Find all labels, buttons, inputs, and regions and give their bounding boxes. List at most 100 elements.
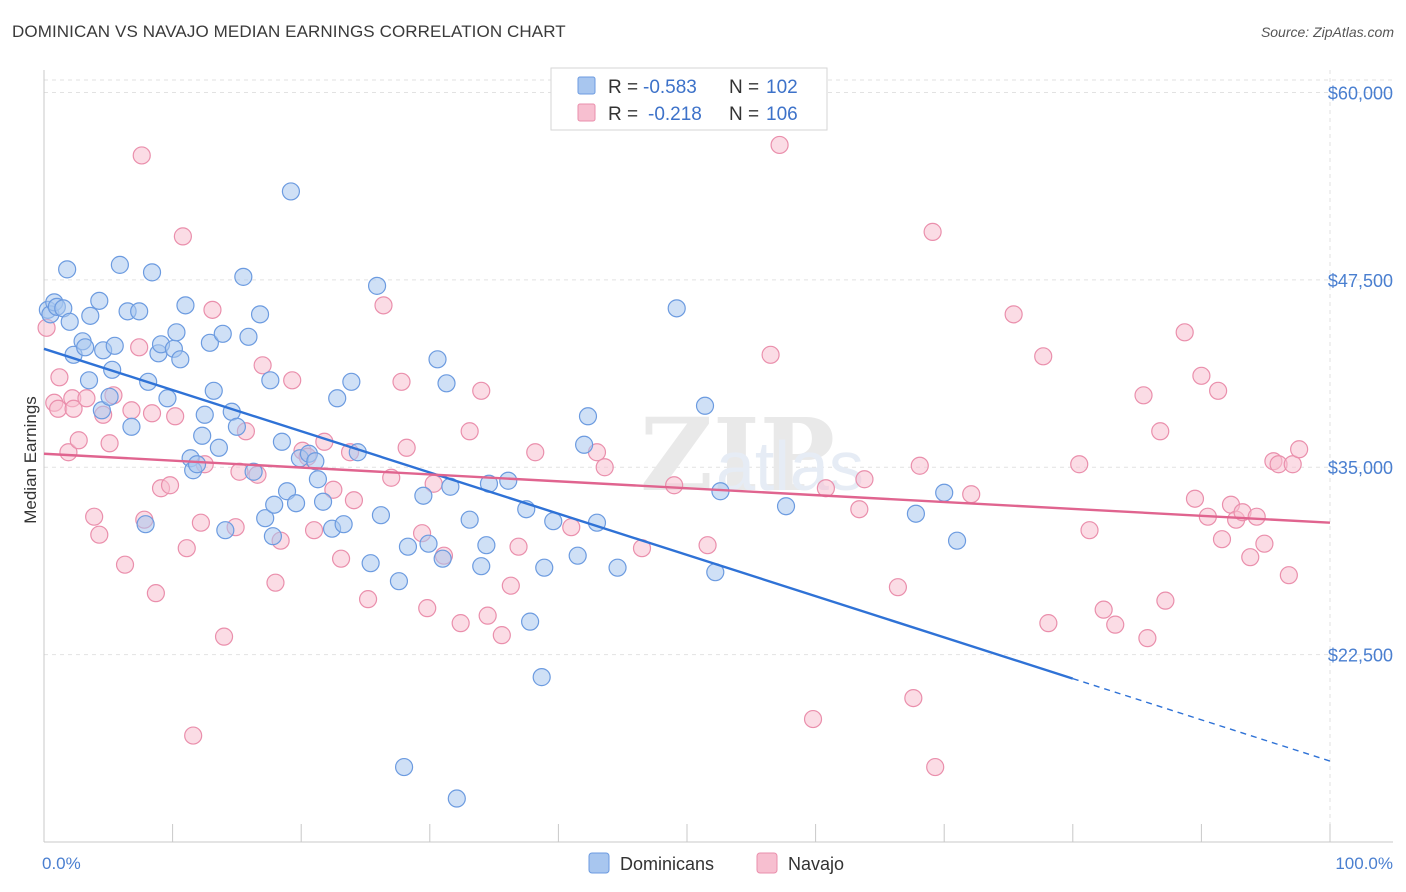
navajo-point	[888, 578, 908, 597]
dominicans-point	[122, 417, 141, 436]
navajo-point	[472, 381, 491, 400]
dominicans-point	[437, 374, 456, 393]
navajo-point	[177, 539, 196, 558]
navajo-point	[478, 606, 497, 625]
dominicans-point	[947, 531, 967, 550]
dominicans-point	[261, 371, 280, 390]
dominicans-point	[110, 255, 129, 274]
navajo-point	[923, 222, 942, 241]
dominicans-point	[428, 350, 447, 369]
navajo-point	[1241, 548, 1260, 567]
y-axis-label: Median Earnings	[21, 396, 40, 524]
navajo-point	[1134, 386, 1153, 405]
dominicans-point	[209, 438, 228, 457]
navajo-point	[1094, 600, 1113, 619]
navajo-point	[115, 555, 135, 574]
navajo-point	[803, 709, 823, 729]
dominicans-point	[136, 515, 155, 534]
dominicans-point	[58, 260, 77, 279]
navajo-point	[451, 614, 470, 633]
navajo-point	[392, 372, 411, 391]
navajo-point	[1279, 566, 1298, 585]
navajo-point	[1106, 615, 1125, 634]
navajo-point	[910, 456, 929, 475]
navajo-point	[374, 296, 393, 315]
dominicans-point	[460, 510, 479, 529]
navajo-point	[770, 135, 789, 155]
bottom-legend-navajo: Navajo	[788, 854, 844, 874]
dominicans-point	[239, 327, 258, 346]
dominicans-point	[81, 306, 100, 325]
navajo-point	[1034, 347, 1053, 366]
navajo-point	[122, 401, 141, 420]
navajo-point	[855, 470, 874, 489]
navajo-point	[1004, 305, 1023, 324]
x-tick-label-min: 0.0%	[42, 854, 81, 873]
dominicans-point	[499, 471, 518, 490]
trend-lines	[43, 347, 1331, 762]
dominicans-point	[176, 296, 195, 315]
navajo-point	[761, 345, 780, 364]
dominicans-point	[608, 558, 627, 577]
dominicans-point	[535, 558, 554, 577]
dominicans-point	[306, 452, 325, 471]
navajo-point	[492, 626, 511, 645]
navajo-point	[1175, 323, 1194, 342]
dominicans-point	[281, 182, 301, 201]
dominicans-point	[167, 323, 186, 342]
navajo-point	[191, 513, 210, 532]
navajo-point	[1212, 530, 1232, 549]
navajo-point	[1192, 366, 1211, 385]
dominicans-point	[79, 371, 99, 390]
dominicans-point	[187, 455, 207, 474]
dominicans-point	[334, 515, 353, 534]
dominicans-point	[544, 512, 563, 531]
navajo-point	[344, 491, 364, 510]
dominicans-point	[414, 486, 433, 505]
dominicans-point	[313, 492, 333, 511]
navajo-point	[1185, 489, 1205, 508]
dominicans-point	[447, 789, 466, 808]
navajo-point	[1290, 440, 1309, 459]
navajo-point	[146, 584, 165, 603]
navajo-point	[214, 627, 234, 646]
x-tick-label-max: 100.0%	[1335, 854, 1393, 873]
navajo-point	[460, 422, 479, 441]
navajo-point	[64, 399, 83, 418]
dominicans-point	[367, 276, 387, 295]
bottom-legend-dominicans: Dominicans	[620, 854, 714, 874]
dominicans-point	[361, 554, 380, 573]
axes	[43, 70, 1393, 843]
dominicans-point	[234, 267, 253, 286]
dominicans-point	[286, 494, 306, 513]
source-label: Source: ZipAtlas.com	[1260, 24, 1394, 40]
navajo-point	[49, 399, 68, 418]
navajo-point	[501, 576, 520, 595]
dominicans-trend-extension	[1072, 677, 1331, 762]
navajo-point	[77, 389, 96, 408]
navajo-point	[595, 458, 614, 477]
dominicans-point	[213, 324, 232, 343]
navajo-point	[698, 536, 717, 555]
dominicans-point	[250, 305, 270, 324]
navajo-point	[283, 371, 302, 390]
dominicans-point	[389, 572, 409, 591]
navajo-point	[253, 356, 272, 375]
dominicans-point	[130, 302, 149, 321]
dominicans-point	[60, 312, 79, 331]
legend-r-label-1: R =	[608, 77, 638, 98]
navajo-point	[304, 521, 324, 540]
navajo-point	[266, 573, 285, 592]
dominicans-point	[433, 549, 452, 568]
navajo-point	[142, 404, 162, 423]
legend-n-label-2: N =	[729, 104, 759, 125]
navajo-point	[397, 438, 416, 457]
dominicans-point	[100, 387, 119, 406]
dominicans-point	[532, 668, 551, 687]
navajo-point	[184, 726, 203, 745]
dominicans-point	[394, 757, 414, 777]
dominicans-point	[695, 396, 715, 415]
navajo-point	[166, 407, 185, 426]
y-tick-label: $60,000	[1328, 83, 1393, 103]
